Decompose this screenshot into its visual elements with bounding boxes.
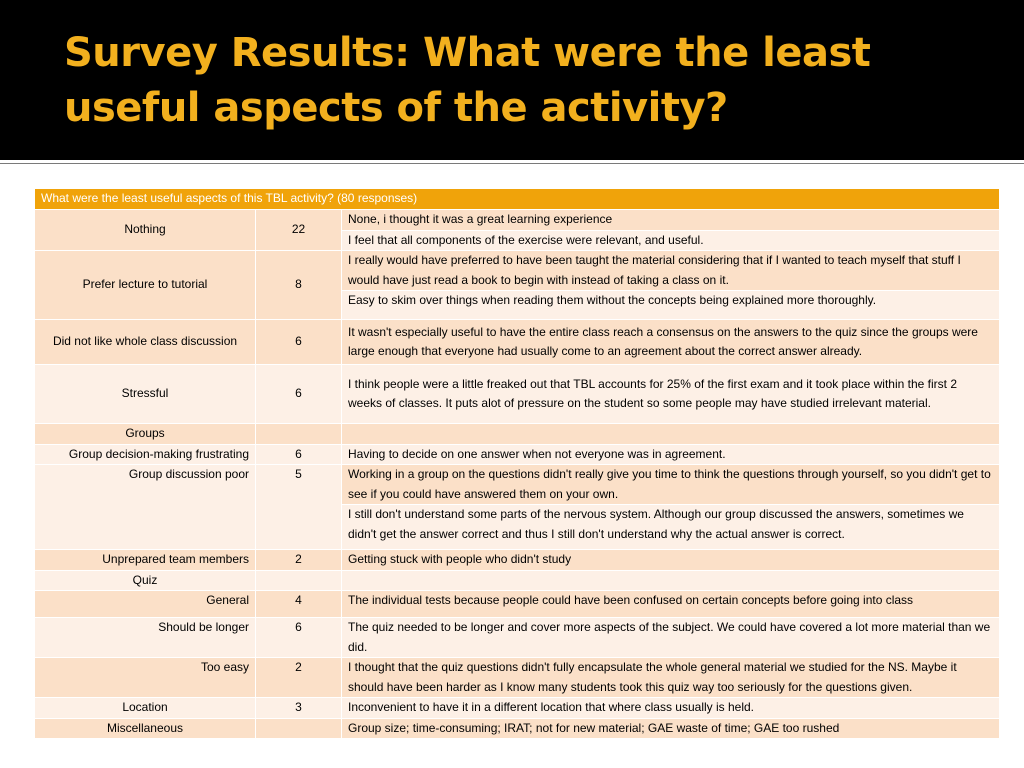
- row-category: Nothing: [34, 209, 256, 251]
- row-category: Group discussion poor: [34, 464, 256, 550]
- row-count: 3: [255, 697, 342, 719]
- row-category: Prefer lecture to tutorial: [34, 250, 256, 320]
- row-count: [255, 423, 342, 445]
- row-count: [255, 569, 342, 591]
- row-category: Group decision-making frustrating: [34, 443, 256, 465]
- row-comment: Inconvenient to have it in a different l…: [340, 697, 1001, 719]
- row-category: Too easy: [34, 657, 256, 698]
- row-comment: [340, 423, 1001, 445]
- row-comment: The individual tests because people coul…: [340, 590, 1001, 618]
- survey-results-table: What were the least useful aspects of th…: [33, 188, 1001, 739]
- table-row: Miscellaneous Group size; time-consuming…: [34, 717, 1001, 739]
- row-comment: I really would have preferred to have be…: [340, 250, 1001, 291]
- row-category: Stressful: [34, 364, 256, 424]
- table-row: Nothing 22 None, i thought it was a grea…: [34, 209, 1001, 251]
- table-row: Should be longer 6 The quiz needed to be…: [34, 617, 1001, 658]
- table-row: I feel that all components of the exerci…: [35, 229, 1001, 251]
- row-count: 2: [255, 657, 342, 698]
- row-comment: I still don't understand some parts of t…: [340, 504, 1001, 550]
- banner-divider-shadow: [0, 163, 1024, 164]
- table-row: Group discussion poor 5 Working in a gro…: [34, 464, 1001, 550]
- row-category: Should be longer: [34, 617, 256, 658]
- row-count: 6: [255, 617, 342, 658]
- table-row: Group decision-making frustrating 6 Havi…: [34, 443, 1001, 465]
- row-comment: I feel that all components of the exerci…: [340, 229, 1001, 251]
- row-comment: Group size; time-consuming; IRAT; not fo…: [340, 717, 1001, 739]
- row-comment: Working in a group on the questions didn…: [340, 464, 1001, 505]
- table-row: Did not like whole class discussion 6 It…: [34, 319, 1001, 365]
- row-category: Unprepared team members: [34, 549, 256, 571]
- row-count: 22: [255, 209, 342, 251]
- section-quiz: Quiz: [34, 569, 256, 591]
- row-comment: [340, 569, 1001, 591]
- table-row: Groups: [34, 423, 1001, 445]
- row-comment: I think people were a little freaked out…: [340, 364, 1001, 424]
- row-count: 6: [255, 319, 342, 365]
- table-row: Too easy 2 I thought that the quiz quest…: [34, 657, 1001, 698]
- slide-title: Survey Results: What were the least usef…: [64, 30, 871, 131]
- row-category: Did not like whole class discussion: [34, 319, 256, 365]
- table-row: General 4 The individual tests because p…: [34, 590, 1001, 618]
- row-comment: None, i thought it was a great learning …: [340, 209, 1001, 231]
- row-count: [255, 717, 342, 739]
- row-comment: Easy to skim over things when reading th…: [340, 290, 1001, 320]
- table-row: Prefer lecture to tutorial 8 I really wo…: [34, 250, 1001, 320]
- title-banner: [0, 0, 1024, 160]
- table-row: I still don't understand some parts of t…: [35, 504, 1001, 550]
- table-row: Unprepared team members 2 Getting stuck …: [34, 549, 1001, 571]
- row-comment: It wasn't especially useful to have the …: [340, 319, 1001, 365]
- row-category: Location: [34, 697, 256, 719]
- row-count: 2: [255, 549, 342, 571]
- row-category: Miscellaneous: [34, 717, 256, 739]
- row-count: 4: [255, 590, 342, 618]
- table-row: Location 3 Inconvenient to have it in a …: [34, 697, 1001, 719]
- table-row: Stressful 6 I think people were a little…: [34, 364, 1001, 424]
- row-count: 8: [255, 250, 342, 320]
- row-count: 6: [255, 443, 342, 465]
- row-category: General: [34, 590, 256, 618]
- section-groups: Groups: [34, 423, 256, 445]
- table-header: What were the least useful aspects of th…: [33, 188, 1001, 210]
- table-row: Quiz: [34, 569, 1001, 591]
- row-count: 6: [255, 364, 342, 424]
- row-comment: I thought that the quiz questions didn't…: [340, 657, 1001, 698]
- banner-divider: [0, 160, 1024, 163]
- row-comment: Getting stuck with people who didn't stu…: [340, 549, 1001, 571]
- row-comment: The quiz needed to be longer and cover m…: [340, 617, 1001, 658]
- row-comment: Having to decide on one answer when not …: [340, 443, 1001, 465]
- row-count: 5: [255, 464, 342, 550]
